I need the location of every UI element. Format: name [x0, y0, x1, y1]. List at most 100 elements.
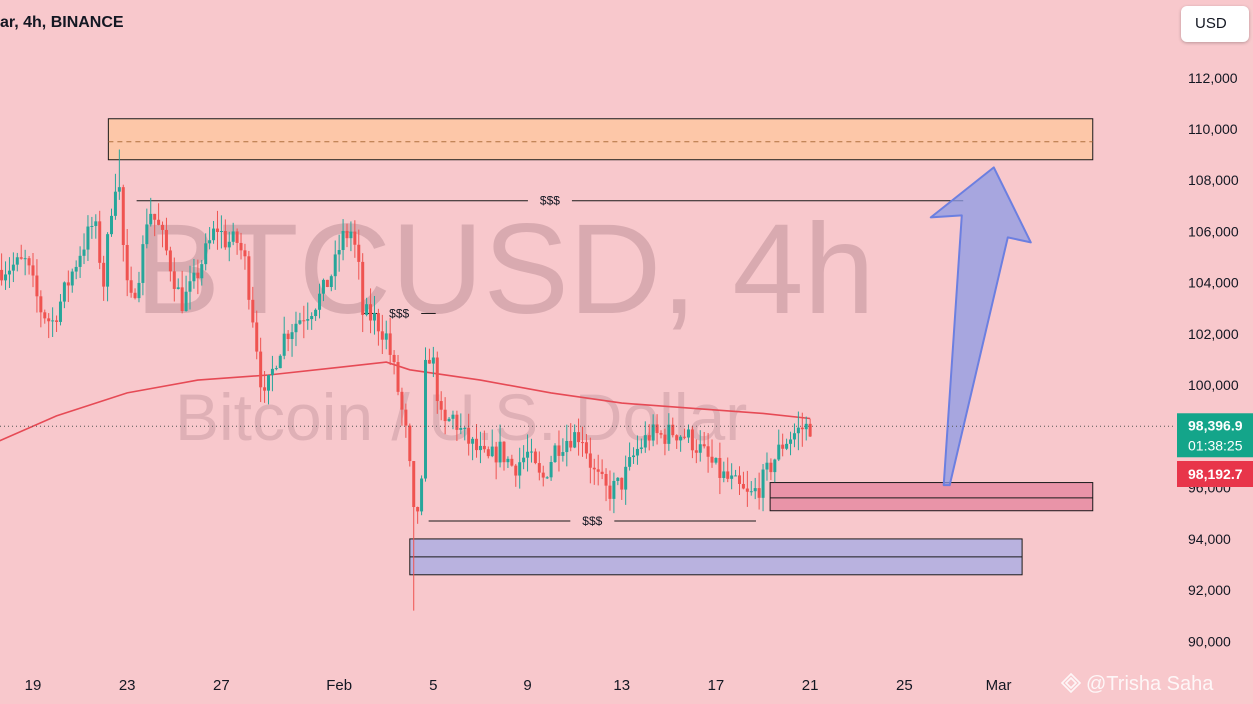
- up-candle: [212, 220, 216, 244]
- candle-body: [643, 435, 647, 448]
- time-tick-label: 27: [213, 677, 230, 694]
- up-candle: [753, 477, 757, 500]
- up-candle: [329, 274, 333, 292]
- candle-body: [204, 243, 208, 265]
- down-candle: [47, 313, 51, 339]
- candle-body: [683, 436, 687, 438]
- up-candle: [616, 477, 620, 486]
- candle-body: [769, 462, 773, 473]
- down-candle: [35, 259, 39, 313]
- candle-body: [62, 282, 66, 302]
- up-candle: [321, 278, 325, 302]
- down-candle: [757, 472, 761, 510]
- candle-body: [86, 226, 90, 250]
- candle-body: [141, 244, 145, 283]
- down-candle: [710, 439, 714, 468]
- candle-body: [19, 257, 23, 259]
- up-candle: [734, 469, 738, 477]
- down-candle: [694, 439, 698, 464]
- candle-body: [427, 359, 431, 364]
- candle-body: [318, 293, 322, 310]
- candle-body: [463, 427, 467, 429]
- down-candle: [608, 470, 612, 511]
- candle-body: [663, 434, 667, 444]
- down-candle: [655, 414, 659, 445]
- down-candle: [404, 403, 408, 438]
- down-candle: [369, 288, 373, 334]
- up-candle: [777, 429, 781, 462]
- candle-body: [577, 432, 581, 443]
- candle-body: [455, 414, 459, 430]
- candle-body: [553, 445, 557, 463]
- up-candle: [722, 461, 726, 483]
- up-candle: [349, 221, 353, 252]
- candle-body: [376, 313, 380, 332]
- up-candle: [192, 258, 196, 289]
- candle-body: [620, 477, 624, 490]
- candle-body: [412, 461, 416, 508]
- candle-body: [808, 423, 812, 437]
- candle-body: [219, 230, 223, 232]
- candle-body: [137, 282, 141, 299]
- down-candle: [164, 217, 168, 256]
- candle-body: [31, 265, 35, 276]
- candle-body: [435, 357, 439, 402]
- candle-body: [227, 241, 231, 248]
- currency-button[interactable]: USD: [1181, 6, 1249, 42]
- candle-body: [215, 228, 219, 232]
- last-price-tag-bg: [1177, 413, 1253, 458]
- up-candle: [58, 294, 62, 326]
- price-axis[interactable]: 112,000 110,000 108,000 106,000 104,000 102,0…: [1188, 70, 1239, 650]
- candle-body: [541, 472, 545, 478]
- symbol-header[interactable]: ar, 4h, BINANCE: [0, 14, 124, 31]
- watermark-symbol: BTCUSD, 4h: [135, 198, 875, 341]
- up-candle: [62, 281, 66, 309]
- candle-body: [400, 391, 404, 410]
- down-candle: [239, 232, 243, 260]
- time-axis[interactable]: 19 23 27 Feb 5 9 13 17 21 25 Mar: [25, 677, 1012, 694]
- candle-body: [157, 219, 161, 225]
- up-candle: [219, 215, 223, 249]
- candle-body: [35, 275, 39, 297]
- down-candle: [286, 330, 290, 352]
- candle-body: [161, 224, 165, 230]
- down-candle: [588, 437, 592, 484]
- down-candle: [223, 219, 227, 250]
- down-candle: [741, 471, 745, 490]
- candle-body: [365, 304, 369, 315]
- liquidity-label: $$$: [389, 306, 409, 320]
- candle-body: [121, 187, 125, 245]
- candle-body: [655, 424, 659, 434]
- price-tick-label: 90,000: [1188, 633, 1231, 649]
- candle-body: [522, 457, 526, 463]
- up-candle: [278, 354, 282, 369]
- candle-body: [745, 488, 749, 492]
- down-candle: [259, 337, 263, 403]
- down-candle: [180, 270, 184, 314]
- candle-body: [561, 452, 565, 456]
- up-candle: [298, 312, 302, 325]
- candle-body: [518, 462, 522, 476]
- candle-body: [282, 333, 286, 356]
- up-candle: [796, 411, 800, 451]
- up-candle: [94, 214, 98, 239]
- down-candle: [396, 354, 400, 396]
- candle-body: [639, 447, 643, 449]
- down-candle: [569, 423, 573, 452]
- candle-body: [70, 271, 74, 286]
- down-candle: [39, 290, 43, 328]
- bid-price-tag: 98,192.7: [1177, 461, 1253, 487]
- candle-body: [263, 387, 267, 391]
- candle-body: [270, 368, 274, 376]
- up-candle: [90, 216, 94, 239]
- up-candle: [522, 445, 526, 470]
- candle-body: [149, 213, 153, 225]
- candle-body: [176, 287, 180, 289]
- up-candle: [4, 261, 8, 290]
- down-candle: [671, 417, 675, 438]
- candle-body: [467, 427, 471, 444]
- candle-body: [314, 309, 318, 317]
- bid-price-tag-bg: [1177, 461, 1253, 487]
- up-candle: [70, 268, 74, 293]
